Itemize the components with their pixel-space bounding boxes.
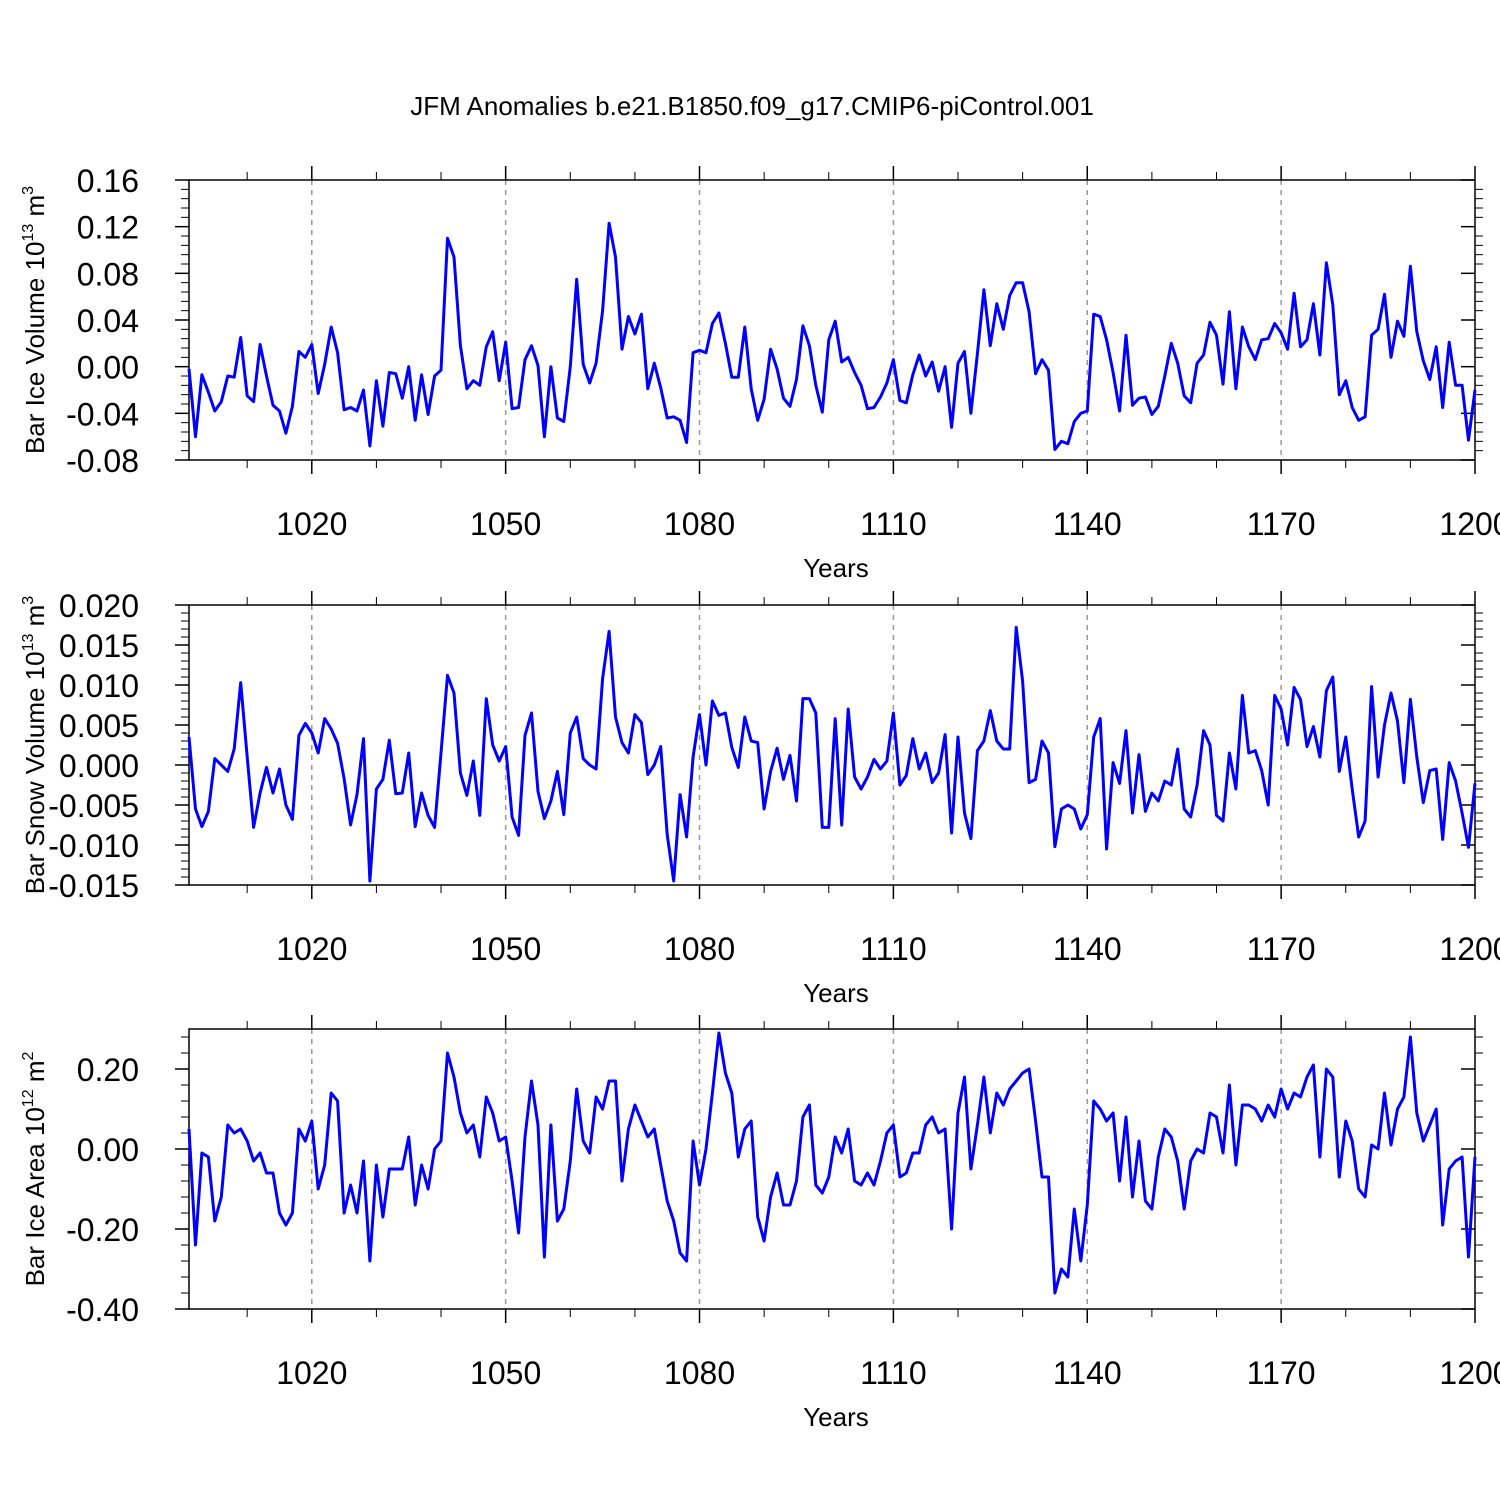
plot-frame xyxy=(188,1028,1476,1310)
x-tick-label: 1200 xyxy=(1439,931,1500,967)
y-axis-label: Bar Snow Volume 1013 m3 xyxy=(20,596,50,895)
x-tick-label: 1170 xyxy=(1247,506,1316,542)
x-tick-label: 1140 xyxy=(1053,506,1122,542)
series-line xyxy=(187,1031,1477,1295)
figure-title: JFM Anomalies b.e21.B1850.f09_g17.CMIP6-… xyxy=(410,91,1094,121)
x-tick-label: 1080 xyxy=(664,506,735,542)
x-tick-label: 1020 xyxy=(276,931,347,967)
x-tick-label: 1110 xyxy=(860,1355,926,1391)
series-line xyxy=(187,221,1477,451)
y-tick-label: 0.000 xyxy=(59,748,139,784)
y-tick-label: 0.16 xyxy=(77,163,139,199)
x-tick-label: 1050 xyxy=(470,1355,541,1391)
y-tick-label: 0.08 xyxy=(77,256,139,292)
y-tick-label: -0.20 xyxy=(66,1212,139,1248)
panel-2: 1020 1050 1080 1110 1140 1170 1200 Years -0.015 -… xyxy=(20,588,1500,1008)
x-tick-label: 1080 xyxy=(664,931,735,967)
y-tick-label: -0.015 xyxy=(48,868,139,904)
y-tick-label: -0.08 xyxy=(66,443,139,479)
x-tick-label: 1080 xyxy=(664,1355,735,1391)
y-tick-label: -0.010 xyxy=(48,828,139,864)
y-tick-label: 0.015 xyxy=(59,628,139,664)
y-tick-label: -0.005 xyxy=(48,788,139,824)
x-axis-label: Years xyxy=(803,978,869,1008)
x-tick-label: 1050 xyxy=(470,931,541,967)
y-axis-label: Bar Ice Volume 1013 m3 xyxy=(20,186,50,454)
y-tick-label: 0.00 xyxy=(77,350,139,386)
x-tick-label: 1020 xyxy=(276,1355,347,1391)
y-tick-label: 0.20 xyxy=(77,1052,139,1088)
y-tick-label: -0.04 xyxy=(66,396,139,432)
x-axis-label: Years xyxy=(803,1402,869,1432)
x-tick-label: 1170 xyxy=(1247,931,1316,967)
plot-frame xyxy=(188,604,1476,886)
y-axis-label: Bar Ice Area 1012 m2 xyxy=(20,1051,50,1286)
panel-3: 1020 1050 1080 1110 1140 1170 1200 Years -0.40 -0… xyxy=(20,1015,1500,1432)
x-tick-label: 1110 xyxy=(860,931,926,967)
y-tick-label: 0.04 xyxy=(77,303,139,339)
x-tick-label: 1140 xyxy=(1053,1355,1122,1391)
y-tick-label: 0.00 xyxy=(77,1132,139,1168)
x-tick-label: 1140 xyxy=(1053,931,1122,967)
y-tick-label: 0.010 xyxy=(59,668,139,704)
y-tick-label: 0.005 xyxy=(59,708,139,744)
y-tick-label: 0.12 xyxy=(77,210,139,246)
panel-1: 1020 1050 1080 1110 1140 1170 1200 Years -0.08 -0… xyxy=(20,163,1500,583)
x-tick-label: 1200 xyxy=(1439,506,1500,542)
series-line xyxy=(187,625,1477,883)
x-tick-label: 1020 xyxy=(276,506,347,542)
x-tick-label: 1170 xyxy=(1247,1355,1316,1391)
y-tick-label: 0.020 xyxy=(59,588,139,624)
x-axis-label: Years xyxy=(803,553,869,583)
x-tick-label: 1200 xyxy=(1439,1355,1500,1391)
y-tick-label: -0.40 xyxy=(66,1292,139,1328)
x-tick-label: 1110 xyxy=(860,506,926,542)
x-tick-label: 1050 xyxy=(470,506,541,542)
